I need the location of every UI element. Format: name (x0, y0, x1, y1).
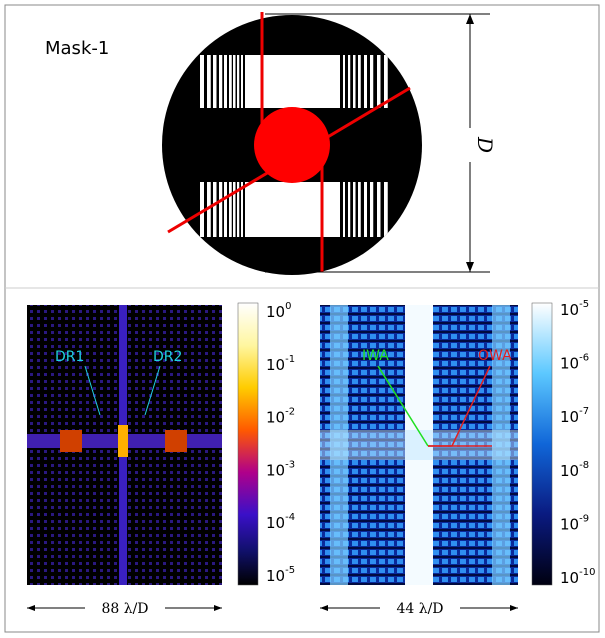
stripe (200, 182, 204, 237)
stripe (353, 182, 356, 237)
stripe (384, 182, 388, 237)
tick-base: 10 (560, 462, 579, 480)
annotation: DR2 (153, 349, 182, 365)
stripe (348, 182, 351, 237)
stripe (370, 55, 374, 108)
label-bg (462, 128, 478, 162)
stripe (213, 182, 217, 237)
annotation: OWA (478, 348, 512, 364)
arrow (144, 365, 161, 416)
tick-exponent: -9 (579, 513, 589, 524)
arrow (84, 365, 101, 416)
tick-exponent: -10 (579, 567, 595, 578)
tick-exponent: -5 (285, 565, 295, 576)
stripe (377, 55, 381, 108)
tick-base: 10 (266, 567, 285, 585)
tick-base: 10 (560, 408, 579, 426)
stripe (364, 55, 367, 108)
colorbar-tick-label: 10-7 (560, 406, 589, 426)
stripe (241, 182, 243, 237)
colorbar-tick-label: 10-3 (266, 459, 295, 479)
tick-exponent: -6 (579, 353, 589, 364)
colorbar-tick-label: 10-2 (266, 407, 295, 427)
colorbar (237, 302, 259, 586)
tick-base: 10 (266, 303, 285, 321)
stripe (213, 55, 217, 108)
colorbar-tick-label: 10-8 (560, 460, 589, 480)
stripe (353, 55, 356, 108)
stripe (229, 55, 232, 108)
stripe (348, 55, 351, 108)
stripe (358, 182, 361, 237)
colorbar-tick-label: 10-1 (266, 354, 295, 374)
stripe (343, 55, 345, 108)
mask-stripes (200, 55, 388, 237)
tick-exponent: -1 (285, 354, 295, 365)
colorbar-tick-label: 10-6 (560, 353, 589, 373)
stripe (229, 182, 232, 237)
stripe (219, 182, 223, 237)
stripe (358, 55, 361, 108)
tick-base: 10 (560, 569, 579, 587)
stripe (200, 55, 204, 108)
colorbar-tick-label: 100 (266, 301, 291, 321)
scale-label: 44 λ/D (396, 601, 443, 617)
psf-peak (60, 430, 82, 452)
stripe (370, 182, 374, 237)
arrow-head (320, 605, 328, 611)
central-obstruction (254, 107, 330, 183)
clear-band (245, 55, 340, 108)
stripe (219, 55, 223, 108)
stripe (237, 55, 240, 108)
arrow-head (27, 605, 35, 611)
arrow (377, 365, 429, 447)
arrow-head (214, 605, 222, 611)
tick-exponent: -5 (579, 299, 589, 310)
mask-label: Mask-1 (45, 38, 109, 59)
colorbar-tick-label: 10-9 (560, 513, 589, 533)
stripe (207, 182, 211, 237)
bright-band (320, 430, 518, 460)
tick-exponent: -7 (579, 406, 589, 417)
stripe (241, 55, 243, 108)
colorbar-tick-label: 10-4 (266, 512, 295, 532)
tick-base: 10 (266, 514, 285, 532)
tick-exponent: -3 (285, 459, 295, 470)
tick-base: 10 (266, 356, 285, 374)
stripe (207, 55, 211, 108)
colorbar (531, 302, 553, 586)
tick-base: 10 (560, 515, 579, 533)
stripe (233, 55, 236, 108)
stripe (384, 55, 388, 108)
tick-base: 10 (266, 461, 285, 479)
tick-exponent: 0 (285, 301, 291, 312)
stripe (224, 182, 227, 237)
stripe (237, 182, 240, 237)
psf-peak (165, 430, 187, 452)
tick-exponent: -2 (285, 407, 295, 418)
stripe (377, 182, 381, 237)
annotation: IWA (362, 348, 389, 364)
arrow-head (466, 262, 474, 272)
stripe (343, 182, 345, 237)
tick-exponent: -4 (285, 512, 295, 523)
annotation: DR1 (55, 349, 84, 365)
arrow-head (466, 14, 474, 24)
tick-exponent: -8 (579, 460, 589, 471)
stripe (224, 55, 227, 108)
clear-band (245, 182, 340, 237)
scale-label: 88 λ/D (101, 601, 148, 617)
tick-base: 10 (560, 301, 579, 319)
stripe (233, 182, 236, 237)
psf-peak (118, 425, 128, 457)
stripe (364, 182, 367, 237)
diameter-label: D (473, 136, 497, 153)
arrow-head (510, 605, 518, 611)
tick-base: 10 (266, 409, 285, 427)
colorbar-tick-label: 10-5 (266, 565, 295, 585)
colorbar-tick-label: 10-10 (560, 567, 595, 587)
tick-base: 10 (560, 355, 579, 373)
colorbar-tick-label: 10-5 (560, 299, 589, 319)
